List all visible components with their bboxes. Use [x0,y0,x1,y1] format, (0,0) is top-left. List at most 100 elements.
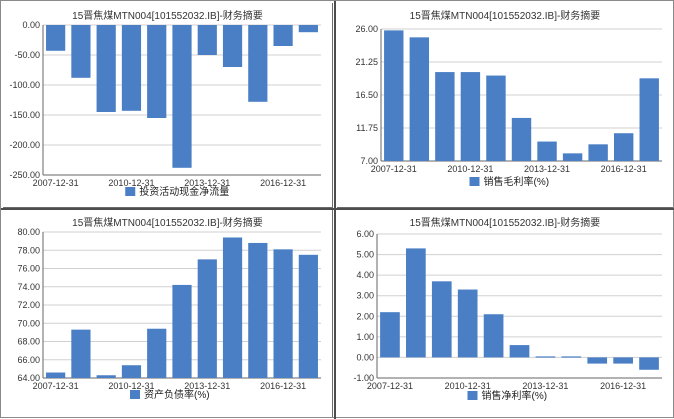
y-tick-label: 21.25 [355,57,378,67]
y-tick-label: 5.00 [356,250,374,260]
x-tick-label: 2007-12-31 [371,164,417,174]
bar [537,141,557,161]
x-tick-label: 2010-12-31 [108,178,154,188]
y-tick-label: 70.00 [17,318,40,328]
bar [222,237,243,378]
bar [71,329,91,378]
bar [561,356,582,358]
x-tick-label: 2010-12-31 [108,381,154,391]
x-tick-label: 2016-12-31 [260,178,306,188]
bar [483,314,504,358]
bar [121,365,142,378]
y-tick-label: -100.00 [9,80,40,90]
bar [406,248,426,358]
legend-label: 销售毛利率(%) [484,175,550,188]
bar [384,30,404,162]
bar [248,25,268,102]
y-tick-label: -150.00 [9,110,40,120]
x-tick-label: 2016-12-31 [260,381,306,391]
y-tick-label: -200.00 [9,140,40,150]
x-tick-label: 2010-12-31 [447,164,493,174]
legend-swatch [469,177,480,186]
bar [172,284,192,378]
bar [380,312,400,358]
legend-label: 资产负债率(%) [144,388,210,401]
y-tick-label: 80.00 [17,227,40,237]
bar [147,328,167,378]
x-tick-label: 2016-12-31 [600,381,646,391]
y-tick-label: 74.00 [17,282,40,292]
bar [460,72,481,161]
bar [457,289,478,358]
panel-divider-vertical [334,1,336,419]
chart-title: 15晋焦煤MTN004[101552032.IB]-财务摘要 [72,218,263,229]
bar [435,72,455,161]
bar [298,254,318,378]
bar [222,25,243,67]
y-tick-label: 16.50 [355,90,378,100]
bar [298,25,318,33]
bar [121,25,142,111]
bar [511,117,532,161]
legend-label: 销售净利率(%) [482,389,548,402]
chart-title: 15晋焦煤MTN004[101552032.IB]-财务摘要 [409,11,601,22]
net-margin-chart: 6.00 5.00 4.00 3.00 2.00 1.00 0.00 -1.002007-12… [353,229,662,402]
x-tick-label: 2013-12-31 [184,381,230,391]
x-tick-label: 2016-12-31 [601,164,647,174]
y-tick-label: 72.00 [17,300,40,310]
bar [172,25,192,168]
bar [509,345,530,358]
y-tick-label: 76.00 [17,264,40,274]
y-tick-label: -250.00 [9,170,40,180]
y-tick-label: 0.00 [356,352,374,362]
bar [587,357,608,364]
chart-title: 15晋焦煤MTN004[101552032.IB]-财务摘要 [409,218,601,229]
bar [197,25,217,55]
x-tick-label: 2007-12-31 [33,178,79,188]
panel-investing-cash-flow: 15晋焦煤MTN004[101552032.IB]-财务摘要 0.00 -50.0… [3,3,333,208]
y-tick-label: 3.00 [356,291,374,301]
x-tick-label: 2013-12-31 [184,178,230,188]
panel-divider-horizontal [1,208,674,210]
y-tick-label: 78.00 [17,245,40,255]
bar [486,75,506,161]
y-tick-label: -1.00 [353,373,374,383]
bar [613,357,633,364]
bar [639,78,659,161]
bar [409,37,430,162]
y-tick-label: 68.00 [17,337,40,347]
y-tick-label: 0.00 [22,20,40,30]
bar [273,25,293,46]
x-tick-label: 2007-12-31 [33,381,79,391]
y-tick-label: 4.00 [356,270,374,280]
y-tick-label: 64.00 [17,373,40,383]
legend-swatch [467,391,478,400]
debt-ratio-chart: 80.00 78.00 76.00 74.00 72.00 70.00 68.00 66.00… [17,227,321,401]
y-tick-label: 11.75 [356,123,378,133]
y-tick-label: -50.00 [14,50,40,60]
bar [248,242,268,378]
bar [197,259,217,378]
bar [96,25,116,112]
y-tick-label: 66.00 [17,355,40,365]
x-tick-label: 2013-12-31 [524,164,570,174]
bar [588,144,608,161]
bar [96,375,116,378]
bar [613,133,634,161]
bar [562,153,583,161]
bar [639,357,659,370]
bar [431,281,452,358]
bar [535,356,556,358]
bar [71,25,91,78]
panel-debt-ratio: 15晋焦煤MTN004[101552032.IB]-财务摘要 80.00 78.0… [3,210,333,417]
y-tick-label: 1.00 [356,332,374,342]
x-tick-label: 2013-12-31 [522,381,568,391]
x-tick-label: 2007-12-31 [367,381,413,391]
x-tick-label: 2010-12-31 [445,381,491,391]
bar [147,25,167,118]
y-tick-label: 6.00 [356,229,374,239]
panel-net-margin: 15晋焦煤MTN004[101552032.IB]-财务摘要 6.00 5.00 4… [337,210,673,417]
y-tick-label: 2.00 [356,311,374,321]
y-tick-label: 7.00 [360,156,378,166]
